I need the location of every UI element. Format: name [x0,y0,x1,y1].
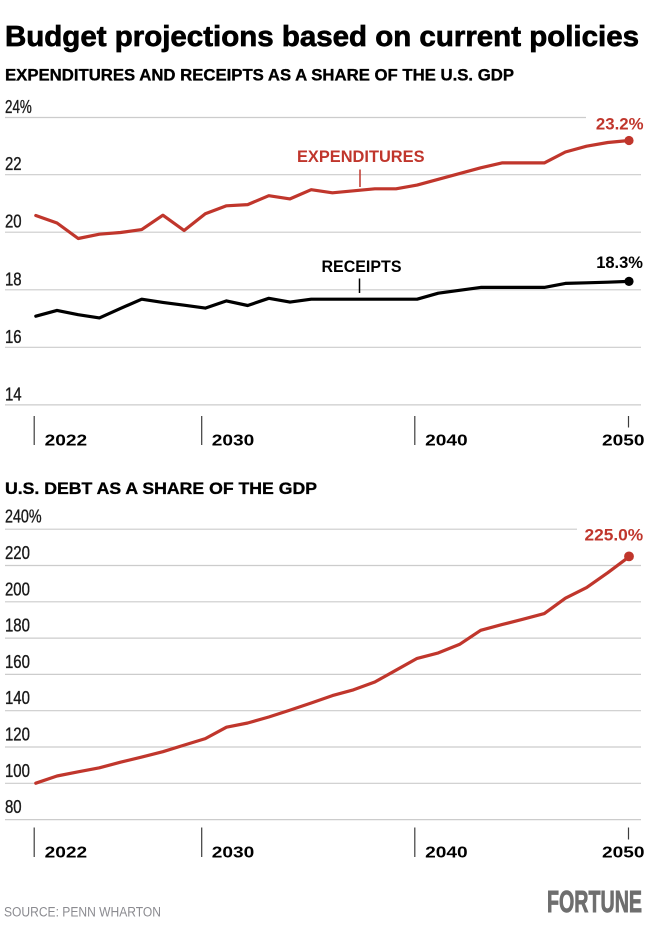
svg-text:14: 14 [5,383,22,404]
svg-text:16: 16 [5,326,22,347]
svg-text:U.S. DEBT AS A SHARE OF THE GD: U.S. DEBT AS A SHARE OF THE GDP [5,479,317,498]
svg-text:18.3%: 18.3% [596,253,643,272]
svg-text:2022: 2022 [45,433,88,450]
svg-text:200: 200 [5,578,30,599]
svg-text:160: 160 [5,651,30,672]
svg-text:22: 22 [5,153,22,174]
svg-text:140: 140 [5,687,30,708]
svg-text:225.0%: 225.0% [585,525,644,544]
svg-text:2030: 2030 [212,844,255,861]
svg-text:220: 220 [5,542,30,563]
svg-text:240%: 240% [5,506,42,527]
svg-text:2030: 2030 [212,433,255,450]
svg-text:Budget projections based on cu: Budget projections based on current poli… [5,21,639,53]
svg-text:2040: 2040 [425,433,468,450]
svg-text:100: 100 [5,760,30,781]
svg-text:FORTUNE: FORTUNE [547,884,642,919]
svg-text:23.2%: 23.2% [596,115,644,134]
svg-text:24%: 24% [5,96,32,117]
svg-text:2050: 2050 [602,844,645,861]
svg-text:180: 180 [5,615,30,636]
svg-text:20: 20 [5,211,22,232]
svg-text:RECEIPTS: RECEIPTS [322,257,402,276]
svg-text:18: 18 [5,268,22,289]
svg-text:SOURCE: PENN WHARTON: SOURCE: PENN WHARTON [4,905,161,920]
svg-text:2040: 2040 [425,844,468,861]
svg-text:80: 80 [5,796,22,817]
svg-text:2050: 2050 [602,433,645,450]
svg-text:EXPENDITURES: EXPENDITURES [297,147,425,166]
svg-text:120: 120 [5,724,30,745]
svg-text:EXPENDITURES AND RECEIPTS AS A: EXPENDITURES AND RECEIPTS AS A SHARE OF … [5,66,514,85]
svg-text:2022: 2022 [45,844,88,861]
